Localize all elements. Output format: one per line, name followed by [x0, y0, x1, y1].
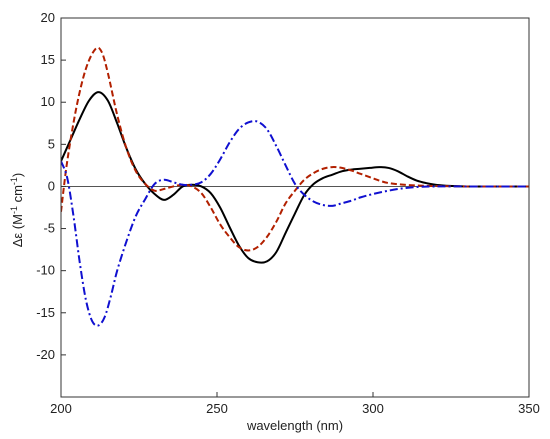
x-tick-label: 350 [518, 401, 540, 416]
x-axis-title: wavelength (nm) [246, 418, 343, 433]
x-tick-label: 250 [206, 401, 228, 416]
y-tick-label: 10 [41, 94, 55, 109]
plot-area [61, 18, 529, 397]
x-tick-label: 200 [50, 401, 72, 416]
y-tick-label: 5 [48, 136, 55, 151]
y-tick-label: 0 [48, 178, 55, 193]
series-line-black-solid [61, 91, 529, 264]
y-tick-label: 15 [41, 52, 55, 67]
y-tick-label: -5 [43, 221, 55, 236]
y-tick-label: -20 [36, 347, 55, 362]
y-axis-title: Δε (M-1 cm-1) [9, 173, 25, 248]
y-tick-label: -15 [36, 305, 55, 320]
series-line-blue-dashdot [61, 120, 529, 327]
axes-frame [60, 17, 530, 398]
y-tick-label: -10 [36, 263, 55, 278]
x-tick-label: 300 [362, 401, 384, 416]
series-line-red-dashed [61, 46, 529, 252]
y-tick-label: 20 [41, 10, 55, 25]
